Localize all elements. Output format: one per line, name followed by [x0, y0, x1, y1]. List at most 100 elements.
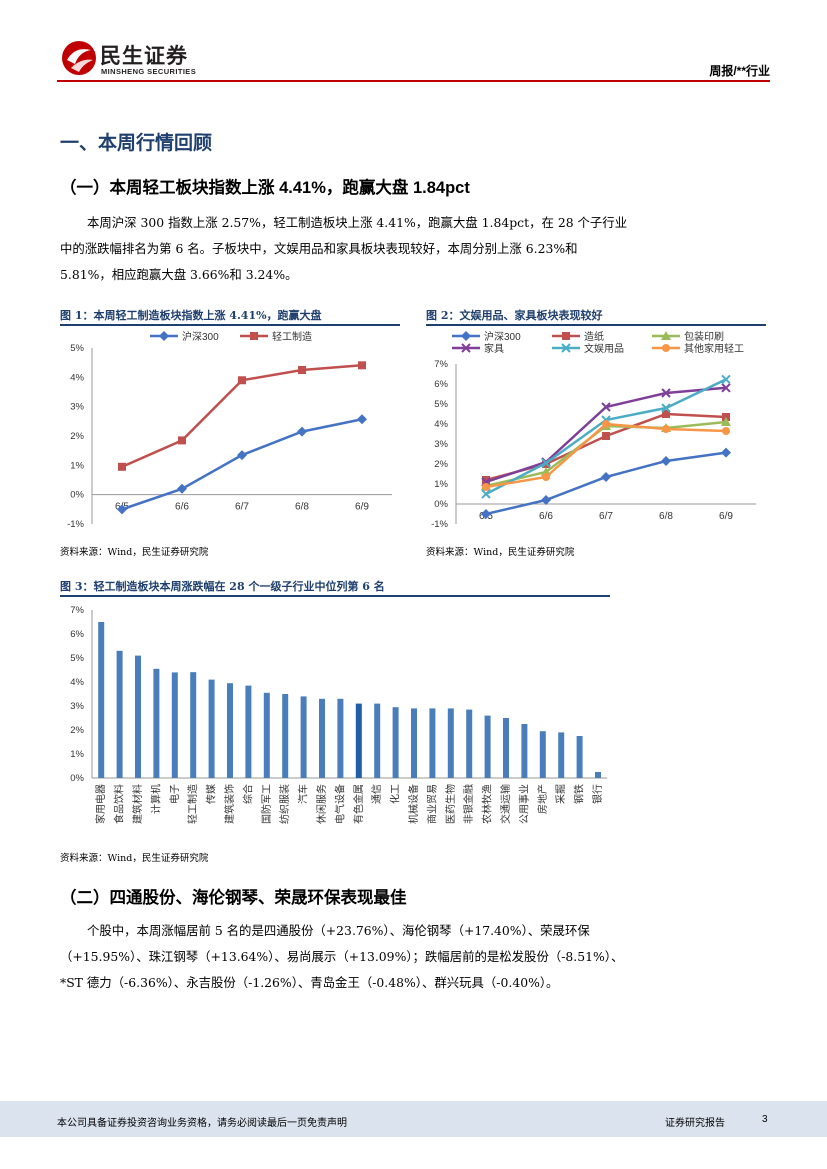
x-tick-label: 钢铁 [573, 784, 586, 804]
y-tick-label: 1% [70, 749, 84, 760]
x-tick-label: 房地产 [536, 784, 549, 814]
y-tick-label: 7% [70, 605, 84, 616]
legend-marker [461, 331, 471, 341]
data-point [722, 427, 730, 435]
bar [337, 698, 344, 778]
footer-disclaimer: 本公司具备证券投资咨询业务资格，请务必阅读最后一页免责声明 [57, 1118, 347, 1129]
x-tick-label: 6/9 [355, 502, 369, 513]
bar [429, 708, 436, 778]
bar [374, 703, 381, 778]
bar [227, 683, 233, 778]
y-tick-label: 3% [70, 402, 84, 413]
body-paragraph: 本周沪深 300 指数上涨 2.57%，轻工制造板块上涨 4.41%，跑赢大盘 … [60, 215, 628, 282]
data-point [297, 426, 307, 437]
x-tick-label: 综合 [241, 784, 254, 804]
data-point [721, 447, 731, 458]
bar [300, 696, 307, 778]
x-tick-label: 化工 [389, 784, 402, 804]
x-tick-label: 通信 [371, 784, 383, 804]
x-tick-label: 6/6 [175, 502, 189, 513]
x-tick-label: 6/8 [295, 502, 309, 513]
bar [558, 732, 565, 778]
footer-bar [0, 1101, 827, 1137]
y-tick-label: 1% [434, 479, 448, 490]
data-point [482, 483, 490, 491]
sub-section-title: （一）本周轻工板块指数上涨 4.41%，跑赢大盘 1.84pct [60, 179, 470, 197]
x-tick-label: 交通运输 [499, 784, 512, 824]
footer-label: 证券研究报告 [665, 1118, 725, 1129]
legend-marker [562, 332, 570, 340]
y-tick-label: 4% [70, 677, 84, 688]
data-point [482, 476, 490, 484]
bar [171, 672, 178, 778]
data-point [237, 450, 247, 461]
legend-marker [661, 331, 671, 340]
legend-marker [662, 344, 670, 352]
data-point [481, 489, 491, 499]
x-tick-label: 公用事业 [517, 784, 530, 824]
y-tick-label: 0% [70, 773, 84, 784]
figure3-rule [60, 595, 610, 597]
legend-label: 文娱用品 [584, 342, 624, 355]
x-tick-label: 6/6 [539, 511, 553, 522]
figure3-bar-chart: 0% 1% 2% 3% 4% 5% 6% 7% 家用电器 食品饮料 建筑材料 计算机 电子 轻工制造 传媒建… [70, 605, 608, 824]
x-tick-label: 国防军工 [260, 784, 273, 824]
legend-label: 沪深300 [484, 330, 521, 343]
bar [392, 707, 399, 778]
data-point [602, 420, 610, 428]
x-tick-label: 6/8 [659, 511, 673, 522]
y-tick-label: 5% [70, 653, 84, 664]
figure3-title: 图 3：轻工制造板块本周涨跌幅在 28 个一级子行业中位列第 6 名 [60, 580, 385, 593]
data-point [721, 383, 731, 393]
y-tick-label: 0% [70, 490, 84, 501]
series-line [485, 451, 727, 516]
data-point [602, 432, 610, 440]
data-point [601, 472, 611, 482]
figure2-line-chart: -1%0%1%2%3%4%5%6%7%6/56/66/76/86/9沪深300造… [431, 330, 756, 530]
bar [447, 708, 454, 778]
bar [282, 694, 289, 778]
bar [539, 731, 546, 778]
legend-marker [461, 343, 471, 353]
figure2-source: 资料来源：Wind，民生证券研究院 [426, 547, 575, 558]
data-point [721, 374, 731, 385]
bar [355, 703, 362, 778]
legend-label: 沪深300 [182, 330, 219, 343]
bar [319, 698, 325, 778]
bar [521, 724, 528, 778]
x-tick-label: 建筑材料 [131, 784, 144, 824]
y-tick-label: 6% [434, 379, 448, 390]
bar [190, 672, 197, 778]
y-tick-label: 4% [70, 372, 84, 383]
legend-label: 包装印刷 [684, 330, 724, 343]
figure2-rule [426, 324, 766, 326]
minsheng-logo-icon [62, 41, 96, 75]
figure2-title: 图 2：文娱用品、家具板块表现较好 [426, 309, 603, 322]
logo-text-cn: 民生证券 [100, 45, 188, 68]
x-tick-label: 建筑装饰 [223, 784, 236, 824]
y-tick-label: 3% [434, 439, 448, 450]
page-number: 3 [762, 1114, 768, 1125]
data-point [178, 436, 186, 445]
x-tick-label: 6/7 [599, 511, 613, 522]
x-tick-label: 非银金融 [462, 784, 475, 824]
bar [135, 655, 141, 778]
y-tick-label: 0% [434, 499, 448, 510]
y-tick-label: 1% [70, 460, 84, 471]
data-point [541, 458, 551, 468]
data-point [661, 388, 671, 398]
series-line [121, 418, 363, 511]
y-tick-label: -1% [431, 519, 448, 530]
y-tick-label: 6% [70, 629, 84, 640]
data-point [662, 410, 670, 418]
data-point [177, 483, 187, 494]
bar [411, 708, 417, 778]
x-tick-label: 有色金属 [352, 784, 365, 824]
x-tick-label: 家用电器 [94, 784, 107, 824]
data-point [661, 403, 671, 413]
data-point [357, 414, 367, 425]
x-tick-label: 采掘 [554, 784, 567, 804]
x-tick-label: 机械设备 [407, 784, 420, 824]
x-tick-label: 纺织服装 [278, 784, 291, 824]
